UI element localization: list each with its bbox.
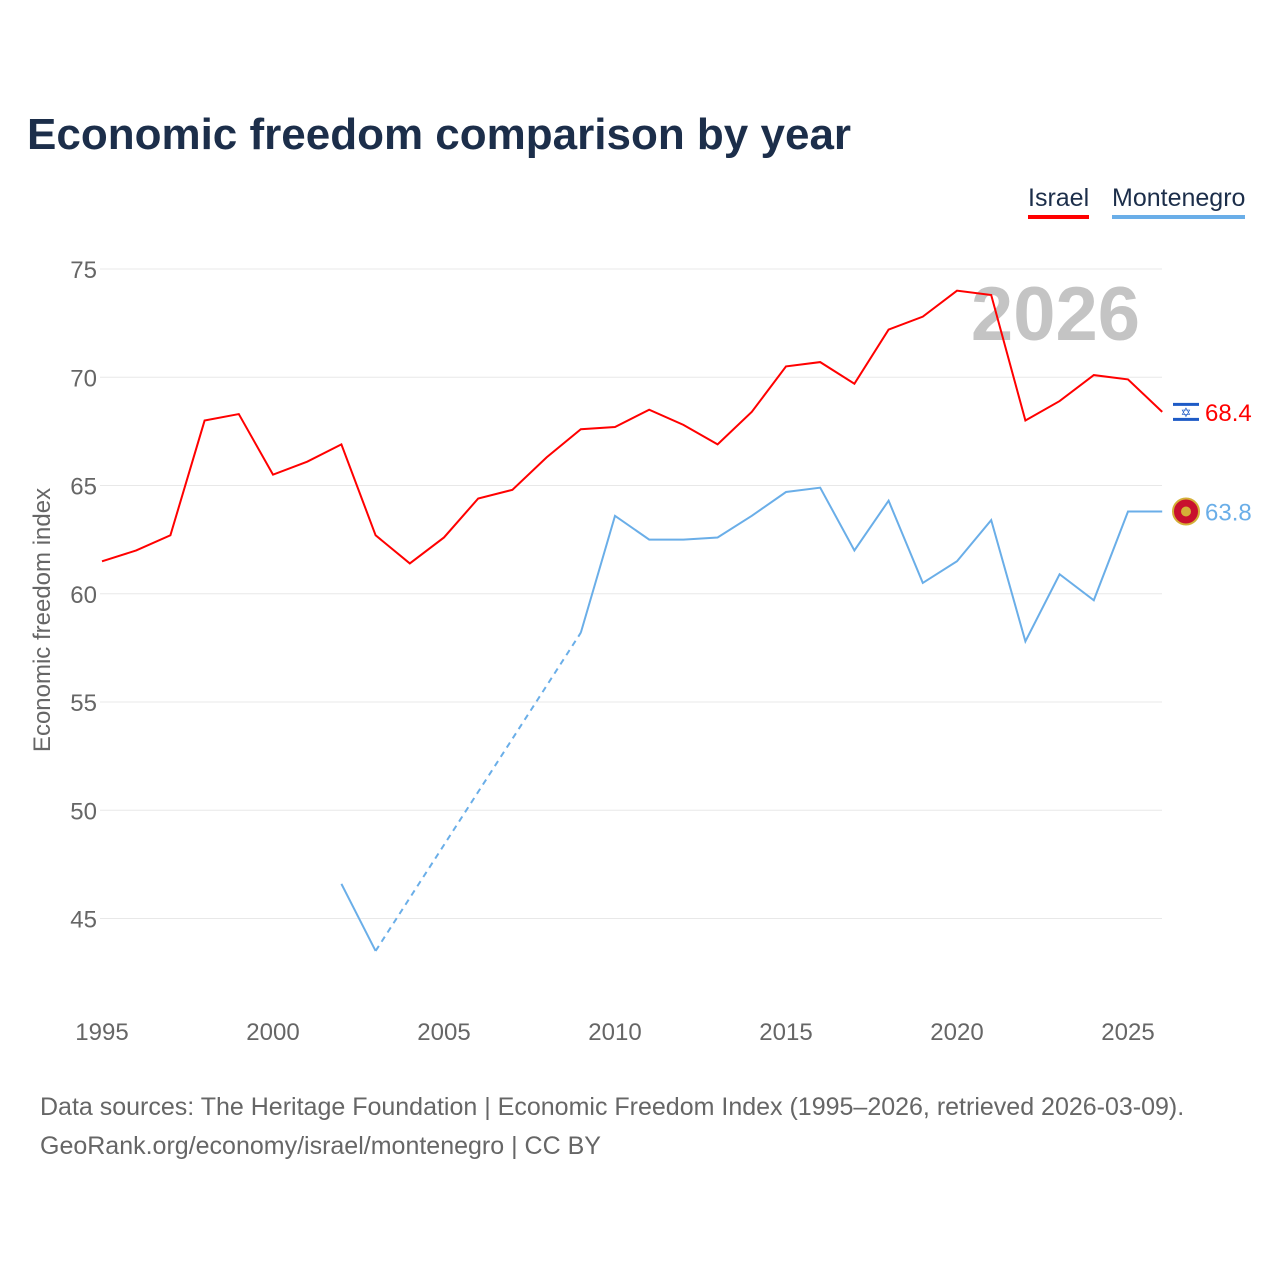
israel-flag-stripe bbox=[1173, 417, 1199, 421]
x-tick-label: 2015 bbox=[759, 1019, 812, 1046]
montenegro-line bbox=[579, 486, 1163, 645]
source-note: Data sources: The Heritage Foundation | … bbox=[40, 1088, 1184, 1166]
israel-line bbox=[101, 289, 1163, 565]
israel-flag-stripe bbox=[1173, 402, 1199, 406]
y-tick-label: 50 bbox=[70, 798, 97, 825]
star-of-david-icon: ✡ bbox=[1181, 405, 1192, 420]
legend-israel[interactable]: Israel bbox=[1028, 184, 1090, 219]
year-watermark: 2026 bbox=[971, 272, 1140, 357]
y-tick-label: 55 bbox=[70, 690, 97, 717]
source-line-1: Data sources: The Heritage Foundation | … bbox=[40, 1093, 1185, 1121]
source-line-2[interactable]: GeoRank.org/economy/israel/montenegro | … bbox=[40, 1132, 601, 1160]
x-tick-label: 2000 bbox=[246, 1019, 299, 1046]
y-axis-label: Economic freedom index bbox=[29, 488, 56, 752]
x-tick-label: 2010 bbox=[588, 1019, 641, 1046]
y-tick-label: 70 bbox=[70, 365, 97, 392]
y-tick-label: 45 bbox=[70, 907, 97, 934]
x-tick-label: 2025 bbox=[1101, 1019, 1154, 1046]
montenegro-end-label: 63.8 bbox=[1205, 499, 1252, 526]
montenegro-coat-of-arms-icon bbox=[1181, 506, 1191, 517]
x-tick-label: 1995 bbox=[75, 1019, 128, 1046]
chart-title: Economic freedom comparison by year bbox=[27, 110, 852, 159]
x-tick-label: 2005 bbox=[417, 1019, 470, 1046]
y-tick-label: 75 bbox=[70, 257, 97, 284]
x-tick-label: 2020 bbox=[930, 1019, 983, 1046]
montenegro-gap-line bbox=[374, 632, 582, 952]
montenegro-line bbox=[340, 883, 377, 952]
israel-end-label: 68.4 bbox=[1205, 400, 1252, 427]
y-tick-label: 60 bbox=[70, 582, 97, 609]
y-tick-label: 65 bbox=[70, 474, 97, 501]
legend-montenegro[interactable]: Montenegro bbox=[1112, 184, 1246, 219]
